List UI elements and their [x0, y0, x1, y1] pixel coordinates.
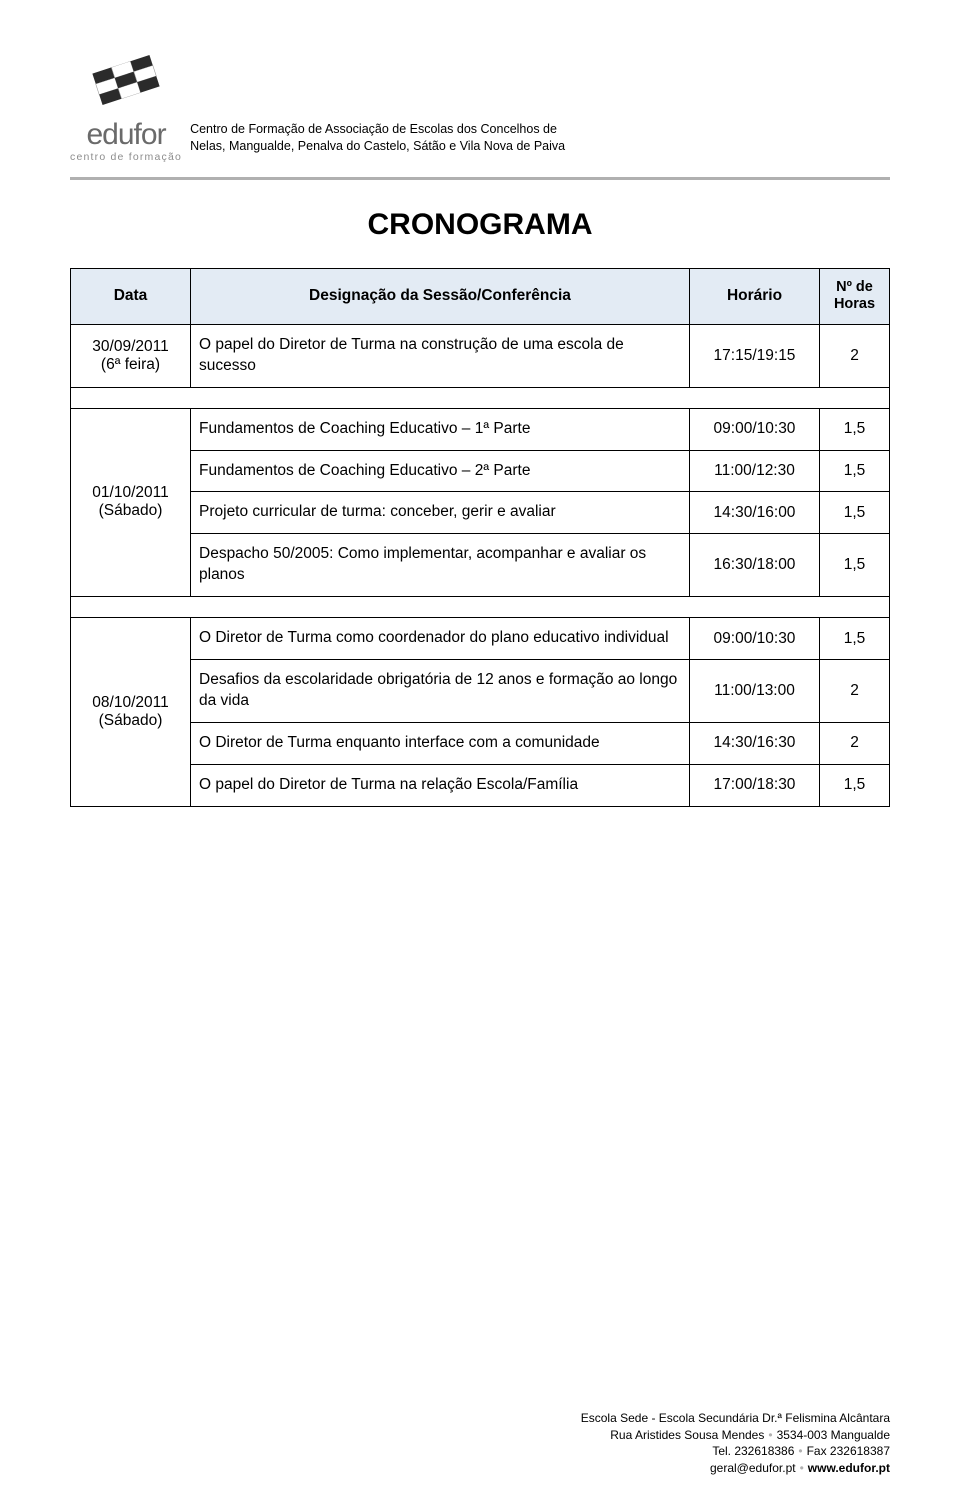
header-rule — [70, 177, 890, 180]
date: 08/10/2011 — [92, 694, 168, 711]
horario-cell: 17:00/18:30 — [690, 764, 820, 806]
designation-cell: O Diretor de Turma como coordenador do p… — [191, 618, 690, 660]
footer-line3: Tel. 232618386•Fax 232618387 — [581, 1443, 890, 1460]
table-row: Fundamentos de Coaching Educativo – 2ª P… — [71, 450, 890, 492]
page-title: CRONOGRAMA — [70, 208, 890, 242]
day: (6ª feira) — [101, 356, 160, 373]
logo-text: edufor — [87, 120, 166, 150]
header-line1: Centro de Formação de Associação de Esco… — [190, 122, 557, 136]
designation-cell: Despacho 50/2005: Como implementar, acom… — [191, 534, 690, 597]
table-row: O papel do Diretor de Turma na relação E… — [71, 764, 890, 806]
table-row: Projeto curricular de turma: conceber, g… — [71, 492, 890, 534]
designation-cell: O Diretor de Turma enquanto interface co… — [191, 723, 690, 765]
footer-line2: Rua Aristides Sousa Mendes•3534-003 Mang… — [581, 1427, 890, 1444]
table-row: 01/10/2011 (Sábado) Fundamentos de Coach… — [71, 408, 890, 450]
horas-cell: 1,5 — [820, 534, 890, 597]
date: 01/10/2011 — [92, 484, 168, 501]
table-row: Desafios da escolaridade obrigatória de … — [71, 660, 890, 723]
col-data-header: Data — [71, 269, 191, 325]
horas-cell: 1,5 — [820, 764, 890, 806]
designation-cell: Projeto curricular de turma: conceber, g… — [191, 492, 690, 534]
horario-cell: 14:30/16:00 — [690, 492, 820, 534]
horas-cell: 2 — [820, 723, 890, 765]
bullet-icon: • — [794, 1444, 806, 1458]
horas-cell: 1,5 — [820, 492, 890, 534]
day: (Sábado) — [99, 502, 163, 519]
logo-subtitle: centro de formação — [70, 151, 182, 163]
designation-cell: Desafios da escolaridade obrigatória de … — [191, 660, 690, 723]
bullet-icon: • — [764, 1428, 776, 1442]
table-row: O Diretor de Turma enquanto interface co… — [71, 723, 890, 765]
designation-cell: Fundamentos de Coaching Educativo – 1ª P… — [191, 408, 690, 450]
footer-line4: geral@edufor.pt•www.edufor.pt — [581, 1460, 890, 1477]
document-footer: Escola Sede - Escola Secundária Dr.ª Fel… — [581, 1410, 890, 1477]
spacer-row — [71, 387, 890, 408]
schedule-table: Data Designação da Sessão/Conferência Ho… — [70, 268, 890, 807]
table-row: 08/10/2011 (Sábado) O Diretor de Turma c… — [71, 618, 890, 660]
horario-cell: 09:00/10:30 — [690, 408, 820, 450]
designation-cell: Fundamentos de Coaching Educativo – 2ª P… — [191, 450, 690, 492]
horas-cell: 2 — [820, 660, 890, 723]
col-horas-header: Nº de Horas — [820, 269, 890, 325]
header-org-text: Centro de Formação de Associação de Esco… — [190, 121, 565, 163]
document-page: edufor centro de formação Centro de Form… — [0, 0, 960, 1497]
table-header-row: Data Designação da Sessão/Conferência Ho… — [71, 269, 890, 325]
logo-icon — [81, 40, 171, 118]
day: (Sábado) — [99, 712, 163, 729]
header-line2: Nelas, Mangualde, Penalva do Castelo, Sá… — [190, 139, 565, 153]
document-header: edufor centro de formação Centro de Form… — [70, 40, 890, 163]
col-designacao-header: Designação da Sessão/Conferência — [191, 269, 690, 325]
horario-cell: 11:00/13:00 — [690, 660, 820, 723]
horario-cell: 16:30/18:00 — [690, 534, 820, 597]
date-cell: 30/09/2011 (6ª feira) — [71, 324, 191, 387]
logo-block: edufor centro de formação — [70, 40, 182, 163]
horario-cell: 11:00/12:30 — [690, 450, 820, 492]
horas-cell: 1,5 — [820, 450, 890, 492]
horario-cell: 17:15/19:15 — [690, 324, 820, 387]
spacer-row — [71, 597, 890, 618]
footer-line1: Escola Sede - Escola Secundária Dr.ª Fel… — [581, 1410, 890, 1427]
designation-cell: O papel do Diretor de Turma na construçã… — [191, 324, 690, 387]
table-row: Despacho 50/2005: Como implementar, acom… — [71, 534, 890, 597]
date-cell: 08/10/2011 (Sábado) — [71, 618, 191, 807]
date-cell: 01/10/2011 (Sábado) — [71, 408, 191, 597]
horas-cell: 1,5 — [820, 618, 890, 660]
designation-cell: O papel do Diretor de Turma na relação E… — [191, 764, 690, 806]
table-row: 30/09/2011 (6ª feira) O papel do Diretor… — [71, 324, 890, 387]
bullet-icon: • — [796, 1461, 808, 1475]
horas-cell: 2 — [820, 324, 890, 387]
col-horario-header: Horário — [690, 269, 820, 325]
horas-cell: 1,5 — [820, 408, 890, 450]
horario-cell: 09:00/10:30 — [690, 618, 820, 660]
date: 30/09/2011 — [92, 338, 168, 355]
horario-cell: 14:30/16:30 — [690, 723, 820, 765]
